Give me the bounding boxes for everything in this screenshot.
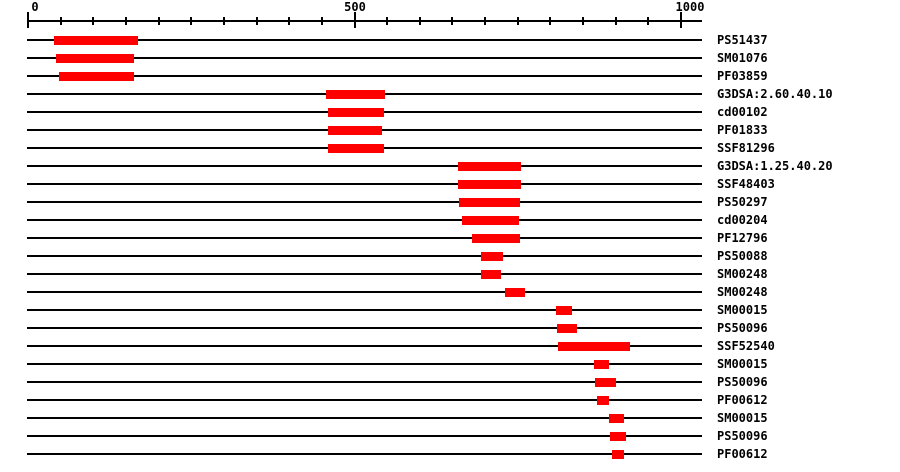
domain-bar bbox=[462, 216, 519, 225]
axis-minor-tick bbox=[419, 17, 421, 25]
domain-bar bbox=[56, 54, 134, 63]
sequence-line bbox=[27, 363, 702, 365]
row-label: SM01076 bbox=[717, 51, 768, 65]
sequence-line bbox=[27, 201, 702, 203]
sequence-line bbox=[27, 435, 702, 437]
axis-minor-tick bbox=[582, 17, 584, 25]
domain-bar bbox=[612, 450, 624, 459]
sequence-line bbox=[27, 39, 702, 41]
axis-minor-tick bbox=[451, 17, 453, 25]
sequence-line bbox=[27, 291, 702, 293]
axis-minor-tick bbox=[190, 17, 192, 25]
row-label: PF01833 bbox=[717, 123, 768, 137]
domain-bar bbox=[458, 180, 521, 189]
sequence-line bbox=[27, 57, 702, 59]
axis-minor-tick bbox=[60, 17, 62, 25]
axis-minor-tick bbox=[517, 17, 519, 25]
domain-bar bbox=[472, 234, 520, 243]
row-label: PS50096 bbox=[717, 375, 768, 389]
axis-minor-tick bbox=[484, 17, 486, 25]
sequence-line bbox=[27, 345, 702, 347]
sequence-line bbox=[27, 237, 702, 239]
sequence-line bbox=[27, 417, 702, 419]
domain-bar bbox=[328, 144, 384, 153]
domain-bar bbox=[326, 90, 385, 99]
domain-bar bbox=[328, 126, 382, 135]
row-label: PS50096 bbox=[717, 429, 768, 443]
sequence-line bbox=[27, 381, 702, 383]
axis-minor-tick bbox=[158, 17, 160, 25]
sequence-line bbox=[27, 75, 702, 77]
axis-minor-tick bbox=[223, 17, 225, 25]
row-label: PS50088 bbox=[717, 249, 768, 263]
row-label: PS50096 bbox=[717, 321, 768, 335]
sequence-line bbox=[27, 327, 702, 329]
domain-bar bbox=[595, 378, 616, 387]
sequence-line bbox=[27, 309, 702, 311]
row-label: SM00015 bbox=[717, 411, 768, 425]
row-label: G3DSA:1.25.40.20 bbox=[717, 159, 833, 173]
domain-bar bbox=[481, 252, 503, 261]
domain-bar bbox=[609, 414, 624, 423]
row-label: cd00204 bbox=[717, 213, 768, 227]
domain-bar bbox=[458, 162, 521, 171]
sequence-line bbox=[27, 219, 702, 221]
row-label: PS51437 bbox=[717, 33, 768, 47]
row-label: SM00248 bbox=[717, 285, 768, 299]
axis-minor-tick bbox=[647, 17, 649, 25]
sequence-line bbox=[27, 183, 702, 185]
domain-bar bbox=[459, 198, 520, 207]
axis-minor-tick bbox=[321, 17, 323, 25]
axis-minor-tick bbox=[615, 17, 617, 25]
row-label: PF00612 bbox=[717, 447, 768, 461]
domain-bar bbox=[610, 432, 626, 441]
row-label: SM00015 bbox=[717, 357, 768, 371]
sequence-line bbox=[27, 399, 702, 401]
domain-bar bbox=[328, 108, 384, 117]
row-label: PF12796 bbox=[717, 231, 768, 245]
row-label: SSF48403 bbox=[717, 177, 775, 191]
row-label: PF00612 bbox=[717, 393, 768, 407]
axis-major-tick bbox=[354, 12, 356, 28]
row-label: PS50297 bbox=[717, 195, 768, 209]
domain-bar bbox=[505, 288, 525, 297]
domain-bar bbox=[597, 396, 609, 405]
domain-bar bbox=[59, 72, 134, 81]
axis-minor-tick bbox=[92, 17, 94, 25]
domain-bar bbox=[556, 306, 572, 315]
sequence-line bbox=[27, 453, 702, 455]
domain-bar bbox=[594, 360, 609, 369]
sequence-line bbox=[27, 273, 702, 275]
axis-minor-tick bbox=[288, 17, 290, 25]
row-label: SSF52540 bbox=[717, 339, 775, 353]
axis-minor-tick bbox=[256, 17, 258, 25]
axis-minor-tick bbox=[386, 17, 388, 25]
domain-bar bbox=[481, 270, 501, 279]
axis-major-tick bbox=[680, 12, 682, 28]
sequence-line bbox=[27, 255, 702, 257]
row-label: SSF81296 bbox=[717, 141, 775, 155]
axis-tick-label: 1000 bbox=[675, 0, 705, 14]
domain-bar bbox=[54, 36, 138, 45]
axis-major-tick bbox=[27, 12, 29, 28]
sequence-line bbox=[27, 165, 702, 167]
row-label: PF03859 bbox=[717, 69, 768, 83]
axis-tick-label: 500 bbox=[344, 0, 366, 14]
axis-tick-label: 0 bbox=[31, 0, 39, 14]
row-label: G3DSA:2.60.40.10 bbox=[717, 87, 833, 101]
row-label: SM00015 bbox=[717, 303, 768, 317]
row-label: cd00102 bbox=[717, 105, 768, 119]
domain-bar bbox=[558, 342, 630, 351]
axis-minor-tick bbox=[125, 17, 127, 25]
row-label: SM00248 bbox=[717, 267, 768, 281]
axis-line bbox=[27, 20, 702, 22]
domain-bar bbox=[557, 324, 577, 333]
axis-minor-tick bbox=[549, 17, 551, 25]
